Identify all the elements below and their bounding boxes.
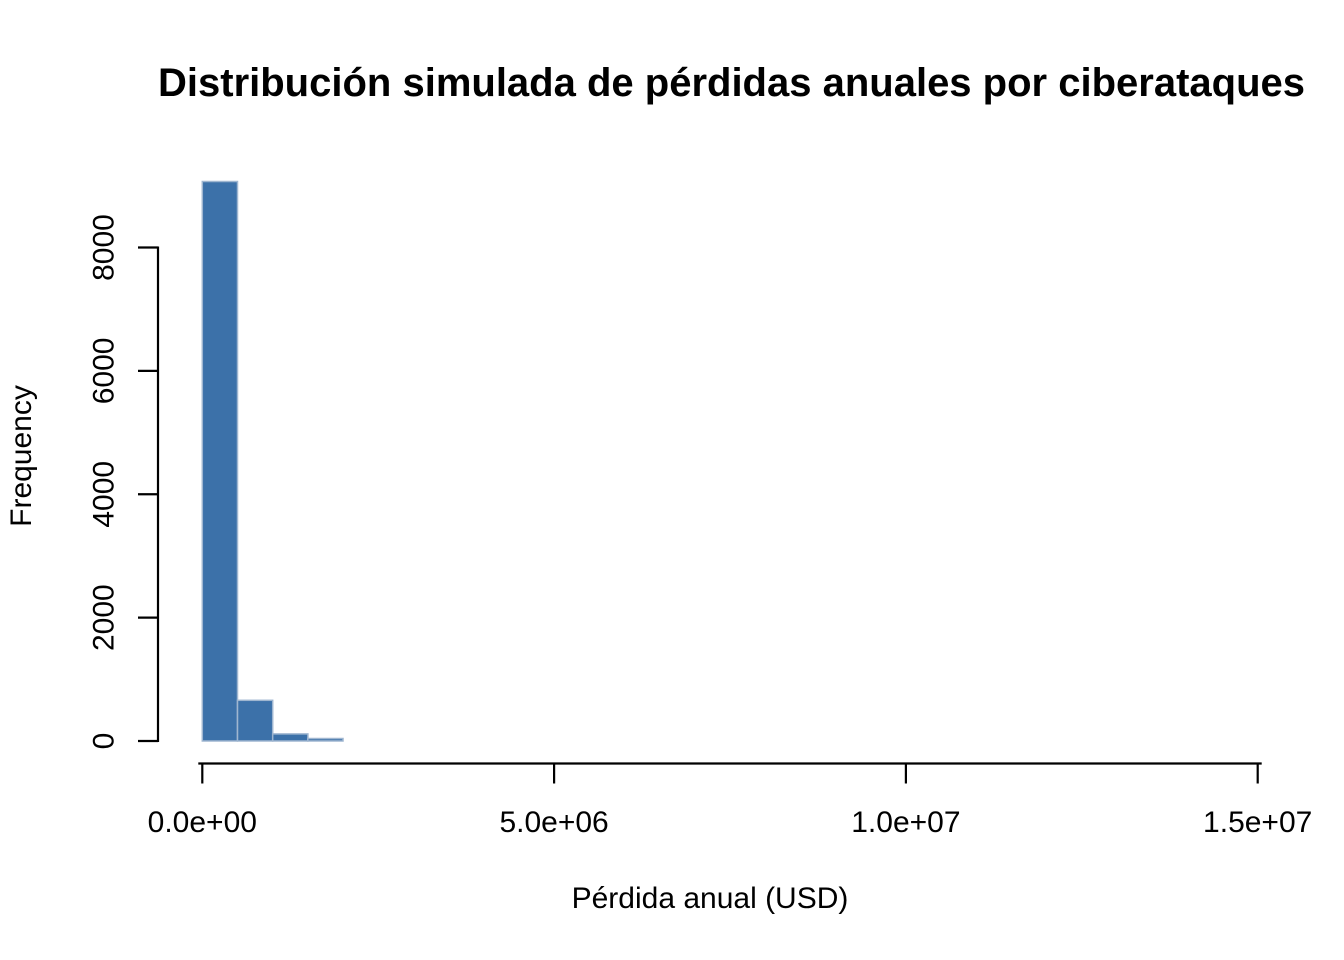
y-tick-label: 8000 [88,214,121,281]
histogram-bar [271,733,309,742]
chart-title: Distribución simulada de pérdidas anuale… [158,61,1305,105]
histogram-bar [201,180,239,742]
x-tick-label: 0.0e+00 [148,806,257,839]
y-tick-label: 0 [88,733,121,750]
y-tick-label: 6000 [88,338,121,405]
y-tick-label: 4000 [88,461,121,528]
histogram-bar [307,737,344,742]
x-tick-label: 1.5e+07 [1203,806,1312,839]
histogram-bar [236,699,274,742]
x-axis-label: Pérdida anual (USD) [571,882,849,915]
y-tick-label: 2000 [88,584,121,651]
x-tick-label: 5.0e+06 [499,806,608,839]
x-tick-label: 1.0e+07 [851,806,960,839]
